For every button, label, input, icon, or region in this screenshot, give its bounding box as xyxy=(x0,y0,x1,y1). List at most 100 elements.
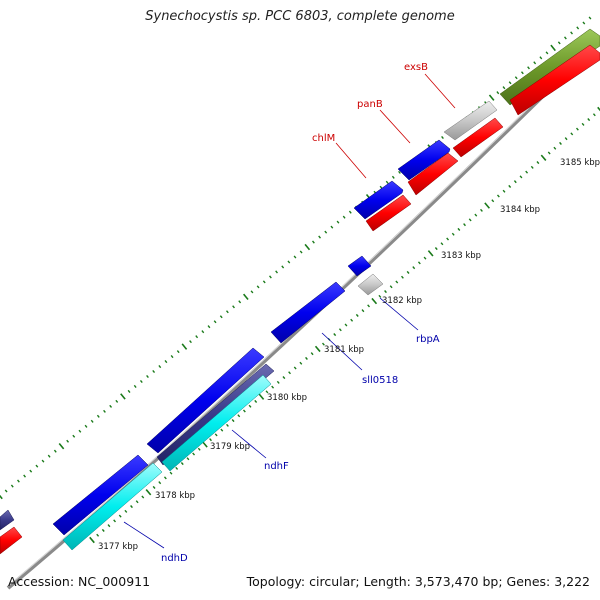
inner-tick xyxy=(491,199,495,203)
inner-tick xyxy=(135,500,139,504)
inner-tick xyxy=(417,261,421,265)
inner-tick xyxy=(271,385,275,389)
chlM-feature[interactable] xyxy=(353,180,404,220)
inner-tick xyxy=(367,304,371,308)
genome-backbone-highlight xyxy=(7,37,600,587)
inner-tick xyxy=(427,250,434,257)
outer-tick xyxy=(299,250,303,254)
inner-tick xyxy=(180,462,184,466)
left-edge-dark-feature[interactable] xyxy=(0,509,15,531)
sll0518-leader xyxy=(321,332,363,371)
sll0518-feature[interactable] xyxy=(270,281,346,344)
outer-tick xyxy=(557,41,561,45)
outer-tick xyxy=(287,260,291,264)
inner-tick xyxy=(237,414,241,418)
inner-tick xyxy=(113,519,117,523)
ndhD-feature[interactable] xyxy=(62,462,163,551)
outer-tick-row xyxy=(0,16,592,500)
outer-tick xyxy=(576,26,580,30)
outer-tick xyxy=(293,255,297,259)
inner-tick xyxy=(378,294,382,298)
long-forward-feature[interactable] xyxy=(146,347,265,454)
outer-tick xyxy=(262,280,266,284)
outer-tick xyxy=(563,36,567,40)
reverse-feature-top[interactable] xyxy=(509,44,600,116)
reverse-feature-exsB[interactable] xyxy=(452,117,504,158)
outer-tick xyxy=(170,355,174,359)
outer-tick xyxy=(158,365,162,369)
kbp-label-3179: 3179 kbp xyxy=(210,442,250,452)
outer-tick xyxy=(201,330,205,334)
outer-tick xyxy=(84,424,88,428)
outer-tick xyxy=(391,175,395,179)
outer-tick xyxy=(256,285,260,289)
outer-tick xyxy=(0,494,3,500)
inner-tick xyxy=(163,476,167,480)
inner-tick xyxy=(536,161,540,165)
inner-tick xyxy=(406,270,410,274)
outer-tick xyxy=(29,469,33,473)
reverse-feature-chlM[interactable] xyxy=(365,194,412,232)
reverse-feature-panB[interactable] xyxy=(407,152,459,196)
outer-tick xyxy=(115,399,119,403)
inner-tick xyxy=(355,313,359,317)
inner-tick xyxy=(575,127,579,131)
outer-tick xyxy=(146,374,149,379)
inner-tick xyxy=(186,457,190,461)
small-forward-feature[interactable] xyxy=(347,255,372,277)
inner-tick xyxy=(333,333,337,337)
outer-tick xyxy=(281,265,285,269)
inner-tick xyxy=(587,118,591,122)
reverse-feature-left-edge[interactable] xyxy=(0,526,23,555)
inner-tick xyxy=(468,218,472,222)
outer-tick xyxy=(324,230,328,234)
inner-tick xyxy=(293,366,297,370)
inner-tick xyxy=(231,419,235,423)
outer-tick xyxy=(176,350,180,354)
outer-tick xyxy=(10,484,14,488)
inner-tick-row xyxy=(89,106,600,544)
outer-tick xyxy=(225,310,229,314)
inner-tick xyxy=(152,485,156,489)
outer-tick xyxy=(379,185,383,189)
outer-tick xyxy=(189,340,192,344)
kbp-label-3177: 3177 kbp xyxy=(98,542,138,552)
panB-feature[interactable] xyxy=(397,139,451,181)
inner-tick xyxy=(338,328,342,332)
inner-tick xyxy=(214,433,218,437)
inner-tick xyxy=(474,213,478,217)
inner-tick xyxy=(440,242,444,246)
outer-tick xyxy=(268,275,272,279)
outer-tick xyxy=(527,66,530,70)
outer-tick xyxy=(348,210,352,214)
inner-tick xyxy=(412,266,416,270)
inner-tick xyxy=(141,495,145,499)
outer-tick xyxy=(496,91,500,95)
outer-tick xyxy=(250,290,254,294)
gene-label-ndhD: ndhD xyxy=(161,553,188,564)
rbpA-feature[interactable] xyxy=(357,273,384,296)
outer-tick xyxy=(385,180,389,184)
inner-tick xyxy=(175,466,179,470)
outer-tick xyxy=(58,442,65,450)
inner-tick xyxy=(242,409,246,413)
kbp-label-3180: 3180 kbp xyxy=(267,393,307,403)
outer-tick xyxy=(582,21,586,25)
outer-tick xyxy=(502,86,506,90)
dark-blue-feature[interactable] xyxy=(156,363,275,466)
gene-label-chlM: chlM xyxy=(312,133,335,144)
inner-tick xyxy=(446,237,450,241)
olive-feature[interactable] xyxy=(499,28,600,106)
ndhF-feature[interactable] xyxy=(161,374,272,472)
kbp-label-3184: 3184 kbp xyxy=(500,205,540,215)
kbp-label-3185: 3185 kbp xyxy=(560,158,600,168)
rbpA-leader xyxy=(379,297,419,331)
inner-tick xyxy=(423,256,427,260)
inner-tick xyxy=(118,514,122,518)
panB-leader xyxy=(379,109,411,144)
exsB-feature[interactable] xyxy=(443,100,498,141)
outer-tick xyxy=(275,270,278,274)
inner-tick xyxy=(197,447,201,451)
ndhD-neighbor-feature[interactable] xyxy=(52,454,149,536)
